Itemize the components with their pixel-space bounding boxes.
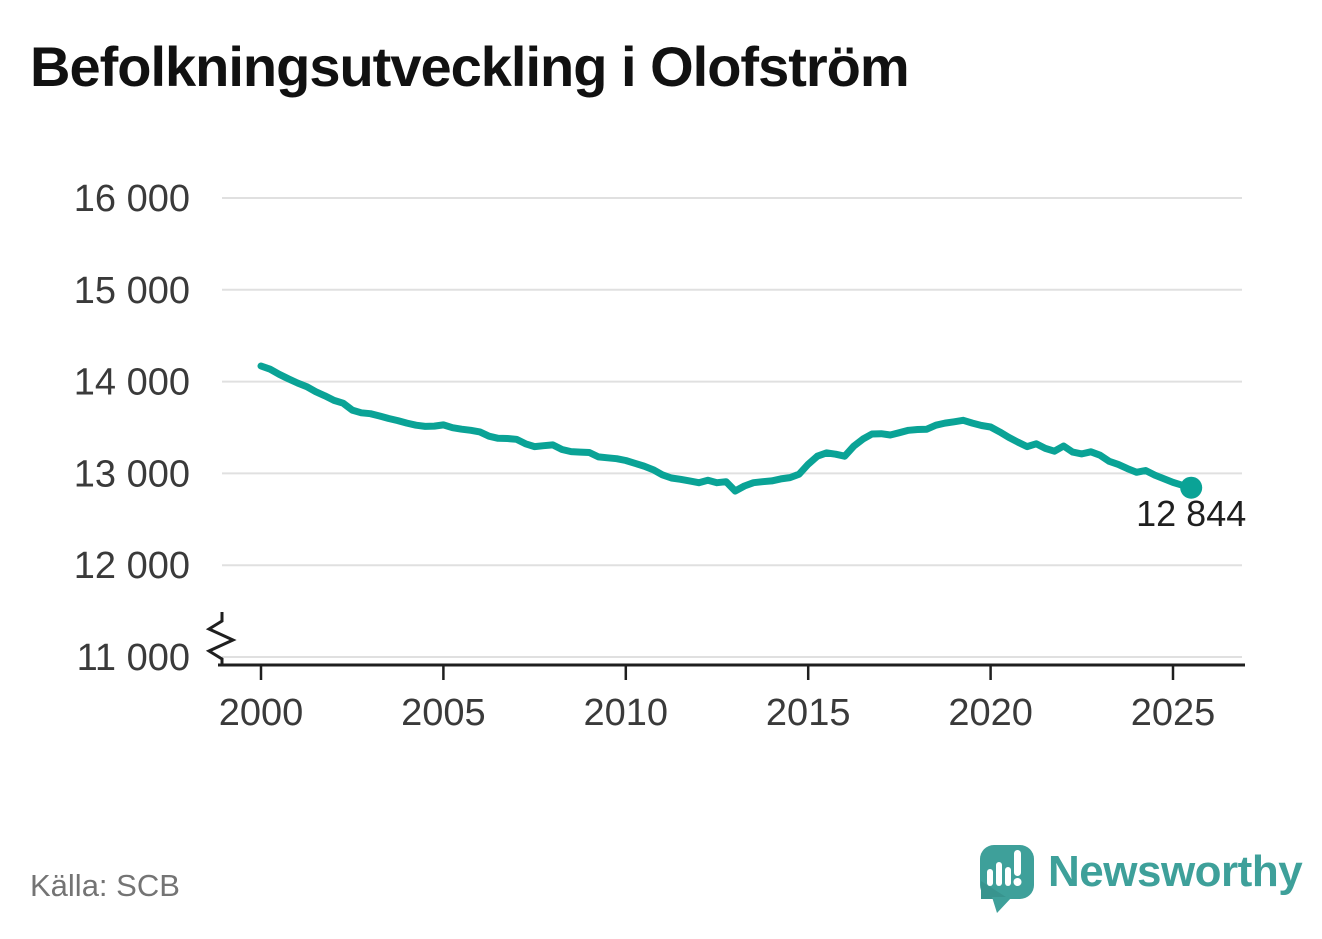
- latest-value-label: 12 844: [1136, 493, 1246, 534]
- x-tick-label: 2015: [766, 692, 851, 734]
- y-tick-label: 11 000: [77, 637, 190, 679]
- latest-point-dot: [1180, 476, 1203, 499]
- x-tick-label: 2025: [1131, 692, 1216, 734]
- x-tick-label: 2000: [219, 692, 304, 734]
- exclamation-icon: [1013, 850, 1022, 886]
- source-note: Källa: SCB: [30, 868, 180, 903]
- population-line: [257, 362, 1195, 495]
- newsworthy-logo-icon: [980, 845, 1034, 913]
- newsworthy-wordmark: Newsworthy: [1048, 847, 1303, 896]
- logo-bubble-shade: [981, 881, 1009, 899]
- y-tick-label: 14 000: [74, 362, 190, 404]
- y-tick-label: 13 000: [74, 453, 190, 495]
- axis-break-icon: [205, 612, 237, 666]
- y-tick-label: 16 000: [74, 178, 190, 220]
- logo-bubble-tail: [992, 897, 1012, 913]
- x-tick-label: 2020: [948, 692, 1033, 734]
- x-tick-label: 2005: [401, 692, 486, 734]
- y-tick-label: 12 000: [74, 545, 190, 587]
- y-tick-label: 15 000: [74, 270, 190, 312]
- newsworthy-logo: Newsworthy: [976, 841, 1303, 915]
- bar-chart-icon: [987, 862, 1011, 886]
- chart-title: Befolkningsutveckling i Olofström: [30, 35, 910, 98]
- x-tick-label: 2010: [584, 692, 669, 734]
